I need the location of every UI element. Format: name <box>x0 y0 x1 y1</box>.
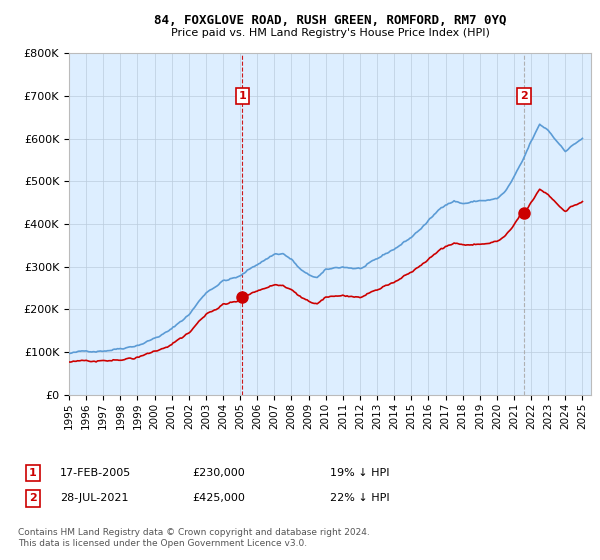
Text: £230,000: £230,000 <box>192 468 245 478</box>
Text: Contains HM Land Registry data © Crown copyright and database right 2024.
This d: Contains HM Land Registry data © Crown c… <box>18 528 370 548</box>
Text: 2: 2 <box>29 493 37 503</box>
Text: 1: 1 <box>29 468 37 478</box>
Text: 84, FOXGLOVE ROAD, RUSH GREEN, ROMFORD, RM7 0YQ: 84, FOXGLOVE ROAD, RUSH GREEN, ROMFORD, … <box>154 14 506 27</box>
Text: 1: 1 <box>238 91 246 101</box>
Text: 28-JUL-2021: 28-JUL-2021 <box>60 493 128 503</box>
Text: 22% ↓ HPI: 22% ↓ HPI <box>330 493 389 503</box>
Text: £425,000: £425,000 <box>192 493 245 503</box>
Text: 19% ↓ HPI: 19% ↓ HPI <box>330 468 389 478</box>
Text: 2: 2 <box>520 91 528 101</box>
Text: 17-FEB-2005: 17-FEB-2005 <box>60 468 131 478</box>
Text: Price paid vs. HM Land Registry's House Price Index (HPI): Price paid vs. HM Land Registry's House … <box>170 28 490 38</box>
